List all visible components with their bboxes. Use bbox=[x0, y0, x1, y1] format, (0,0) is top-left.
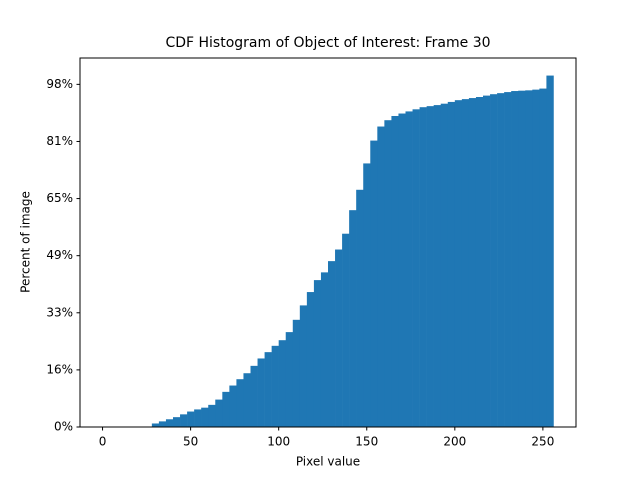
bar bbox=[285, 332, 294, 427]
x-tick-label: 100 bbox=[267, 435, 290, 449]
plot-frame bbox=[79, 57, 577, 428]
bar bbox=[320, 272, 329, 427]
bar bbox=[405, 111, 413, 427]
bar bbox=[490, 94, 498, 427]
y-tick-label: 16% bbox=[46, 362, 73, 376]
bar bbox=[504, 92, 512, 428]
bar bbox=[461, 99, 470, 428]
bar bbox=[243, 373, 251, 427]
bar bbox=[546, 75, 554, 428]
bar bbox=[483, 95, 491, 428]
x-tick-label: 200 bbox=[443, 435, 466, 449]
bar bbox=[398, 113, 406, 428]
y-tick-label: 33% bbox=[46, 305, 73, 319]
bar bbox=[278, 340, 287, 427]
x-tick-label: 150 bbox=[355, 435, 378, 449]
bar bbox=[229, 385, 237, 427]
bar bbox=[208, 404, 216, 427]
bar bbox=[370, 140, 378, 428]
bar bbox=[328, 261, 336, 427]
bar bbox=[313, 280, 322, 427]
x-tick-label: 50 bbox=[183, 435, 198, 449]
bar bbox=[525, 90, 533, 428]
x-tick-label: 0 bbox=[99, 435, 107, 449]
bar bbox=[151, 423, 160, 427]
bar bbox=[271, 345, 279, 427]
y-axis-label: Percent of image bbox=[19, 191, 33, 293]
bar bbox=[511, 91, 519, 427]
bar bbox=[440, 103, 449, 427]
bar bbox=[165, 419, 174, 427]
bar bbox=[257, 358, 265, 427]
bar bbox=[342, 233, 350, 427]
bar bbox=[447, 101, 456, 427]
bar bbox=[236, 379, 244, 427]
bar bbox=[377, 126, 385, 428]
bar bbox=[475, 97, 484, 427]
bar bbox=[412, 109, 420, 428]
bar bbox=[433, 105, 442, 427]
bar bbox=[194, 409, 202, 427]
bar bbox=[539, 88, 547, 428]
bar bbox=[356, 189, 364, 427]
bar bbox=[363, 163, 371, 427]
bar bbox=[180, 414, 188, 427]
bar bbox=[292, 319, 301, 427]
bar bbox=[335, 249, 343, 427]
bar bbox=[201, 407, 209, 427]
bar bbox=[426, 106, 434, 427]
bar bbox=[468, 98, 477, 427]
bar bbox=[419, 107, 427, 427]
x-tick-label: 250 bbox=[531, 435, 554, 449]
bar bbox=[391, 115, 399, 427]
y-tick-label: 81% bbox=[46, 134, 73, 148]
bar bbox=[306, 292, 315, 427]
bar bbox=[518, 90, 526, 427]
bar bbox=[497, 93, 505, 428]
bar bbox=[250, 365, 258, 427]
y-tick-label: 98% bbox=[46, 77, 73, 91]
bar bbox=[299, 305, 308, 427]
bar bbox=[215, 399, 223, 427]
bar bbox=[349, 210, 357, 427]
bar bbox=[222, 391, 230, 427]
bar bbox=[384, 120, 392, 428]
y-tick-label: 65% bbox=[46, 191, 73, 205]
x-axis-label: Pixel value bbox=[296, 455, 360, 469]
bar bbox=[158, 421, 167, 427]
bar bbox=[454, 100, 463, 428]
bar bbox=[187, 411, 195, 427]
y-tick-label: 0% bbox=[54, 420, 73, 434]
bar bbox=[264, 352, 272, 427]
y-tick-label: 49% bbox=[46, 248, 73, 262]
bar bbox=[173, 417, 181, 427]
bar bbox=[532, 89, 540, 427]
chart-title: CDF Histogram of Object of Interest: Fra… bbox=[165, 35, 490, 51]
